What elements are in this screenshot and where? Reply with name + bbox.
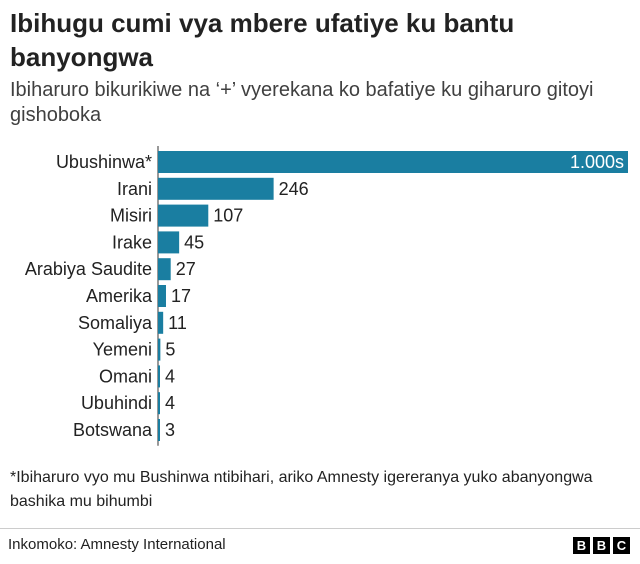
- bar: [158, 419, 160, 441]
- category-label: Somaliya: [78, 313, 153, 333]
- chart-title: Ibihugu cumi vya mbere ufatiye ku bantu …: [10, 8, 515, 72]
- value-label: 45: [184, 232, 204, 252]
- category-label: Amerika: [86, 286, 153, 306]
- category-label: Irani: [117, 179, 152, 199]
- value-label: 17: [171, 286, 191, 306]
- category-label: Irake: [112, 232, 152, 252]
- category-label: Omani: [99, 366, 152, 386]
- source-text: Inkomoko: Amnesty International: [8, 536, 226, 553]
- value-label: 4: [165, 393, 175, 413]
- bar: [158, 177, 274, 200]
- value-label: 27: [176, 259, 196, 279]
- bar: [158, 338, 161, 361]
- bbc-logo-letter: C: [613, 537, 630, 554]
- value-label: 1.000s: [570, 152, 624, 172]
- value-label: 246: [279, 179, 309, 199]
- category-label: Ubushinwa*: [56, 152, 152, 172]
- value-label: 5: [165, 340, 175, 360]
- bar: [158, 311, 164, 334]
- footnote: *Ibiharuro vyo mu Bushinwa ntibihari, ar…: [10, 469, 593, 510]
- divider: [0, 528, 640, 529]
- bbc-logo: B B C: [573, 537, 630, 554]
- bar: [158, 285, 166, 307]
- category-label: Arabiya Saudite: [25, 259, 152, 279]
- value-label: 107: [213, 206, 243, 226]
- bar: [158, 231, 180, 254]
- value-label: 3: [165, 420, 175, 440]
- bbc-logo-letter: B: [573, 537, 590, 554]
- category-label: Ubuhindi: [81, 393, 152, 413]
- bar: [158, 258, 171, 281]
- category-label: Botswana: [73, 420, 153, 440]
- bar: [158, 365, 160, 388]
- bbc-logo-letter: B: [593, 537, 610, 554]
- chart-subtitle: Ibiharuro bikurikiwe na ‘+’ vyerekana ko…: [10, 79, 594, 126]
- bar: [158, 204, 209, 227]
- value-label: 11: [168, 313, 187, 333]
- value-label: 4: [165, 366, 175, 386]
- bar: [158, 151, 628, 173]
- category-label: Misiri: [110, 206, 152, 226]
- category-label: Yemeni: [93, 340, 152, 360]
- bar: [158, 392, 160, 415]
